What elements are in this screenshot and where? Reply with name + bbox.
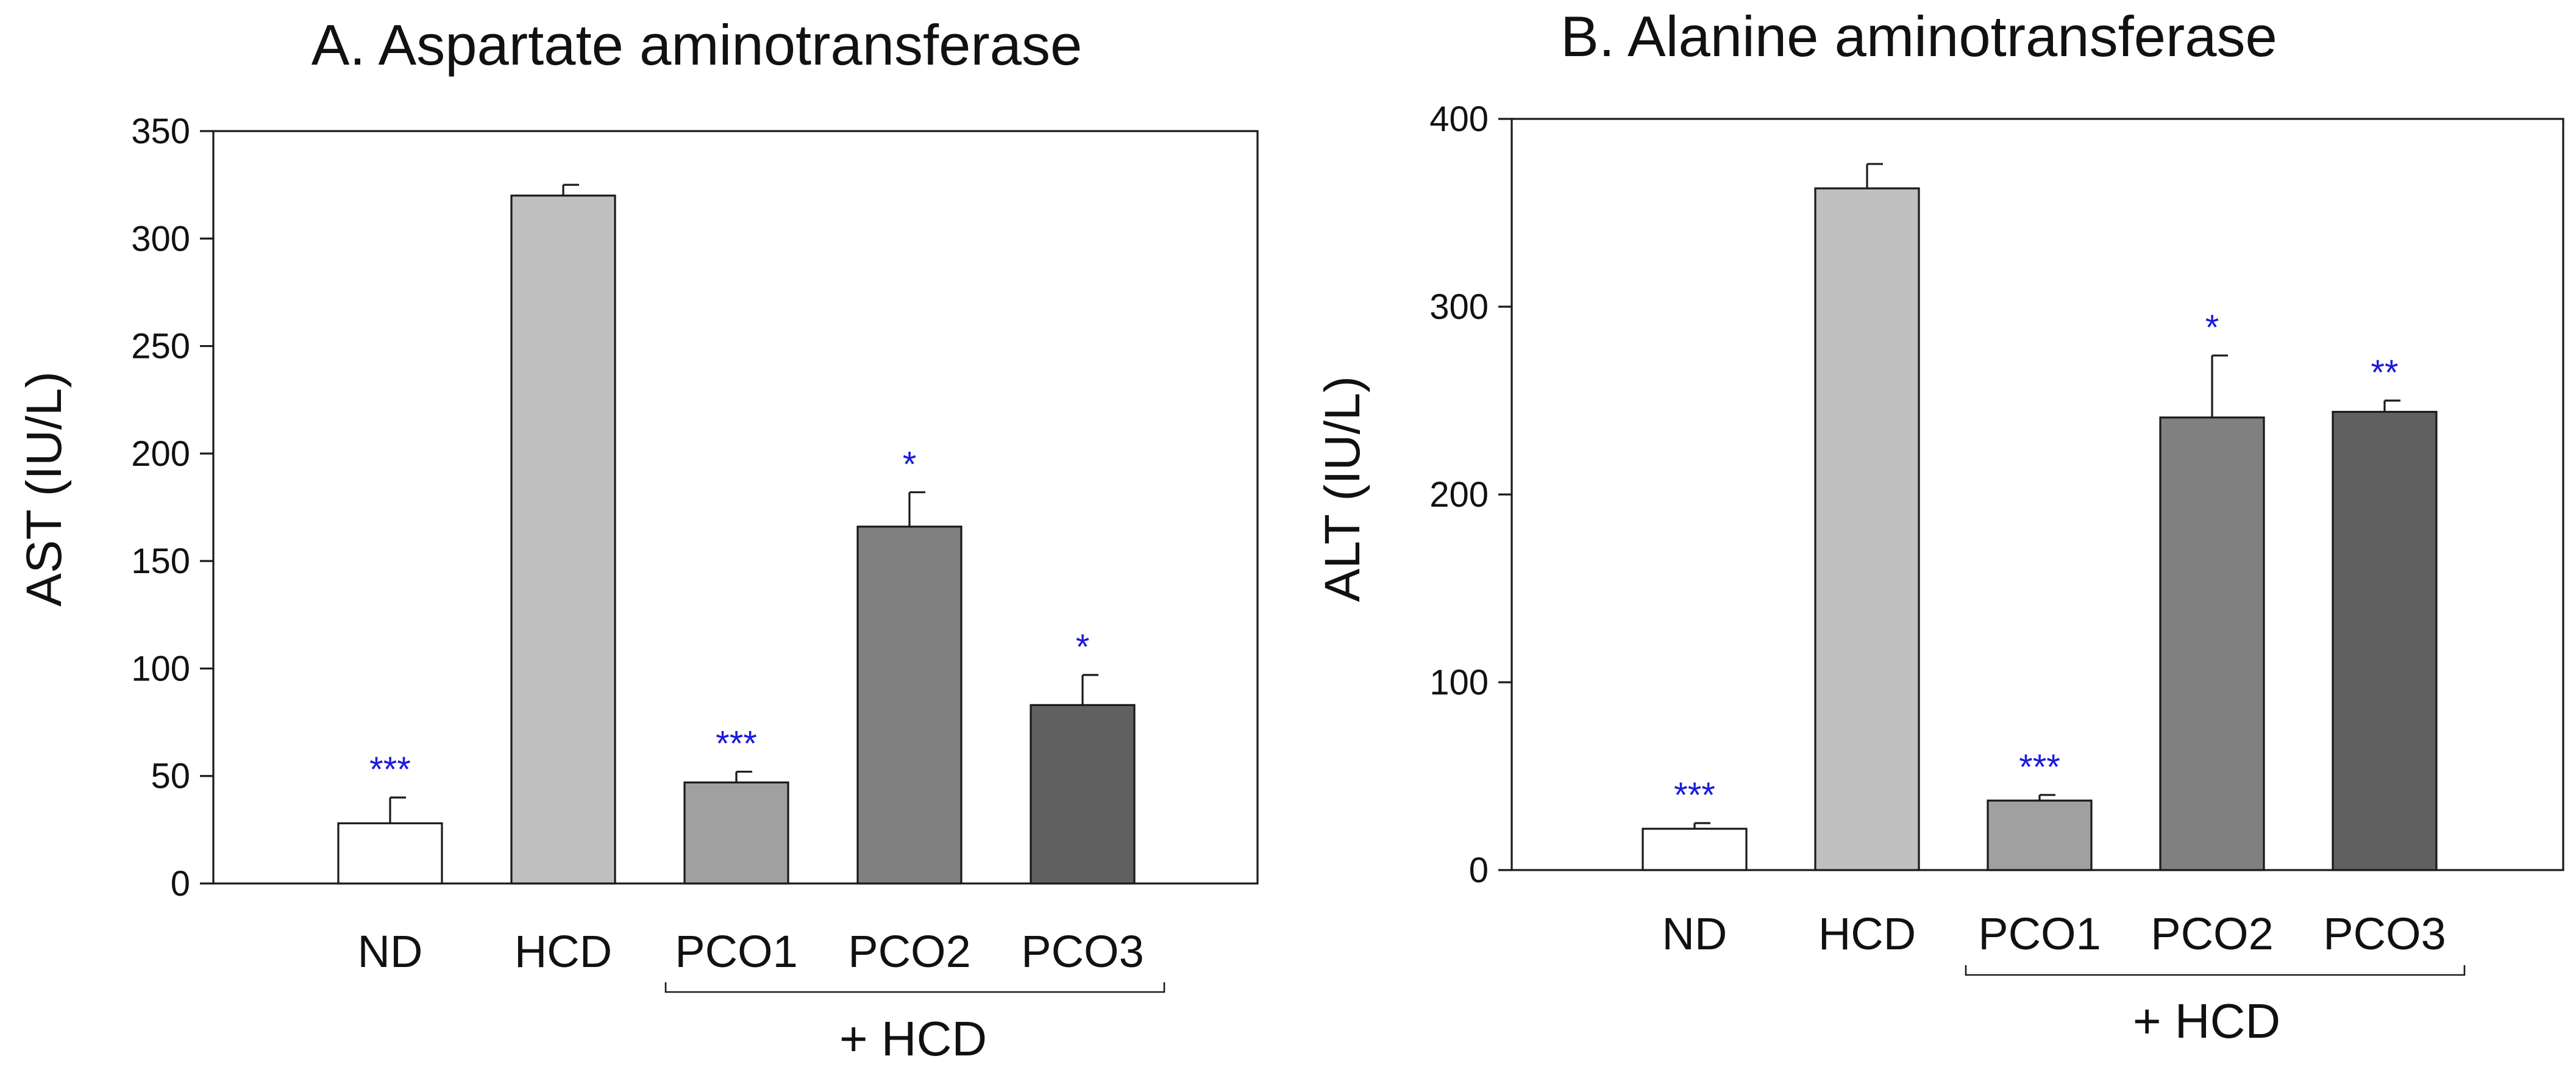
x-tick-label: PCO2	[848, 926, 971, 977]
significance-marker: *	[1076, 627, 1090, 667]
bar-nd	[1642, 827, 1748, 871]
bar-pco1	[683, 781, 789, 885]
y-tick-label: 250	[131, 327, 190, 366]
significance-marker: ***	[369, 750, 411, 790]
bar-pco3	[2332, 410, 2438, 871]
x-tick-label: PCO1	[1978, 908, 2101, 959]
x-tick-label: ND	[1662, 908, 1727, 959]
significance-marker: **	[2371, 353, 2398, 393]
bar-pco1	[1987, 799, 2093, 871]
y-tick-label: 100	[1429, 663, 1489, 702]
group-label: + HCD	[839, 1012, 987, 1066]
group-label: + HCD	[2133, 994, 2280, 1048]
y-tick-label: 350	[131, 112, 190, 151]
y-tick-label: 0	[171, 864, 190, 904]
significance-marker: *	[2205, 308, 2219, 348]
bar-nd	[337, 822, 443, 885]
x-tick-label: PCO1	[675, 926, 798, 977]
y-tick-label: 0	[1469, 851, 1489, 890]
y-axis-label: ALT (IU/L)	[1315, 376, 1370, 602]
y-tick-label: 300	[1429, 287, 1489, 327]
x-tick-label: PCO2	[2151, 908, 2274, 959]
bar-pco3	[1030, 704, 1136, 885]
y-tick-label: 50	[151, 757, 190, 796]
group-bracket	[1965, 965, 2466, 976]
chart-title: A. Aspartate aminotransferase	[311, 13, 1082, 77]
y-tick-label: 150	[131, 541, 190, 581]
y-tick-label: 400	[1429, 99, 1489, 139]
bar-hcd	[510, 194, 616, 885]
y-tick-label: 200	[131, 434, 190, 474]
bar-pco2	[856, 526, 962, 885]
y-tick-label: 300	[131, 219, 190, 259]
x-tick-label: HCD	[1818, 908, 1916, 959]
bar-pco2	[2159, 416, 2265, 871]
chart-title: B. Alanine aminotransferase	[1560, 4, 2277, 68]
significance-marker: ***	[716, 724, 757, 764]
significance-marker: *	[903, 444, 917, 484]
y-tick-label: 100	[131, 649, 190, 688]
y-tick-label: 200	[1429, 475, 1489, 515]
significance-marker: ***	[1674, 776, 1715, 815]
x-tick-label: HCD	[514, 926, 612, 977]
group-bracket	[664, 982, 1165, 993]
chart-panel-ast: A. Aspartate aminotransferase AST (IU/L)…	[16, 13, 1259, 1066]
x-tick-label: PCO3	[1021, 926, 1144, 977]
chart-panel-alt: B. Alanine aminotransferase ALT (IU/L) +…	[1315, 4, 2564, 1048]
y-axis-label: AST (IU/L)	[16, 371, 72, 607]
x-tick-label: PCO3	[2323, 908, 2446, 959]
significance-marker: ***	[2019, 748, 2060, 787]
x-tick-label: ND	[358, 926, 423, 977]
bar-hcd	[1814, 187, 1920, 871]
